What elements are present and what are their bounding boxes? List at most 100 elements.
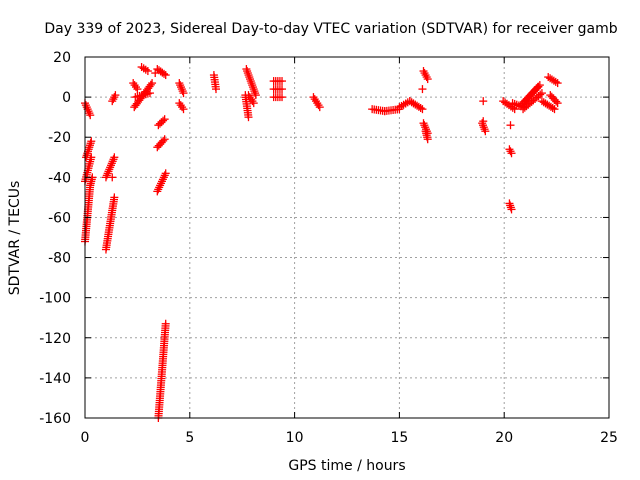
data-point [478,119,487,128]
data-point [160,135,169,144]
y-tick-label: 0 [62,90,71,106]
data-point [248,97,257,106]
y-tick-label: -160 [39,411,71,427]
data-point [553,99,562,108]
data-point [479,97,488,106]
data-point [108,157,117,166]
data-point [157,179,166,188]
data-point [550,105,559,114]
data-point [533,83,542,92]
data-point [536,90,545,99]
data-point [110,93,119,102]
data-point [108,173,117,182]
x-tick-label: 5 [185,430,194,446]
data-point [109,95,118,104]
data-point [161,319,170,328]
data-point [145,89,154,98]
data-point [103,169,112,178]
data-point [309,93,318,102]
data-point [479,117,488,126]
data-point [420,121,429,130]
x-tick-label: 0 [81,430,90,446]
x-tick-label: 15 [390,430,408,446]
data-point [156,181,165,190]
data-point [537,89,546,98]
data-point [155,183,164,192]
x-tick-label: 10 [286,430,304,446]
data-point [416,103,425,112]
data-point [243,69,252,78]
data-point [148,79,157,88]
data-point [551,77,560,86]
data-point [158,175,167,184]
data-point [160,115,169,124]
data-point [251,91,260,100]
data-point [143,67,152,76]
data-point [133,85,142,94]
y-tick-label: -40 [48,170,71,186]
data-point [86,111,95,120]
data-point [548,103,557,112]
data-point [179,89,188,98]
plot-border [84,56,610,419]
data-point [248,81,257,90]
data-point [111,91,120,100]
data-point [86,139,95,148]
data-point [109,155,118,164]
y-tick-label: -120 [39,331,71,347]
data-point [85,141,94,150]
data-point [420,69,429,78]
data-point [212,85,220,94]
data-point [310,95,319,104]
data-point [107,159,116,168]
data-point [175,79,184,88]
data-point [179,105,188,114]
data-point [314,101,323,110]
y-tick-label: -80 [48,251,71,267]
y-tick-label: -60 [48,210,71,226]
data-point [419,119,428,128]
data-point [246,75,255,84]
data-point [553,79,562,88]
data-point [481,127,490,136]
data-point [422,73,431,82]
data-point [506,201,515,210]
data-point [106,161,115,170]
data-point [102,171,111,180]
data-point [87,137,96,146]
data-point [311,97,320,106]
data-point [146,80,155,89]
data-point [552,97,561,106]
data-point [480,125,489,134]
data-point [278,93,287,102]
data-point [110,193,119,202]
x-axis-label: GPS time / hours [288,458,405,474]
x-tick-label: 25 [600,430,618,446]
y-axis-ticks: 20 0 -20 -40 -60 -80 -100 -120 -140 -160 [39,50,609,427]
data-point [532,84,541,93]
data-point [85,109,94,118]
data-point [506,147,515,156]
data-point [159,136,168,145]
data-point [244,71,253,80]
data-point [110,153,119,162]
data-point [104,167,113,176]
data-point [244,91,253,100]
data-point [154,185,163,194]
data-point [81,101,90,110]
data-point [421,71,430,80]
data-point [176,83,185,92]
data-point [84,145,93,154]
data-point [176,81,185,90]
data-point [130,81,139,90]
data-point [177,85,186,94]
data-point [278,77,287,86]
data-point [153,187,162,196]
data-point [505,145,514,154]
data-point [418,85,427,94]
data-point [157,177,166,186]
data-point [175,99,184,108]
data-point [249,85,258,94]
y-axis-label: SDTVAR / TECUs [7,181,23,296]
